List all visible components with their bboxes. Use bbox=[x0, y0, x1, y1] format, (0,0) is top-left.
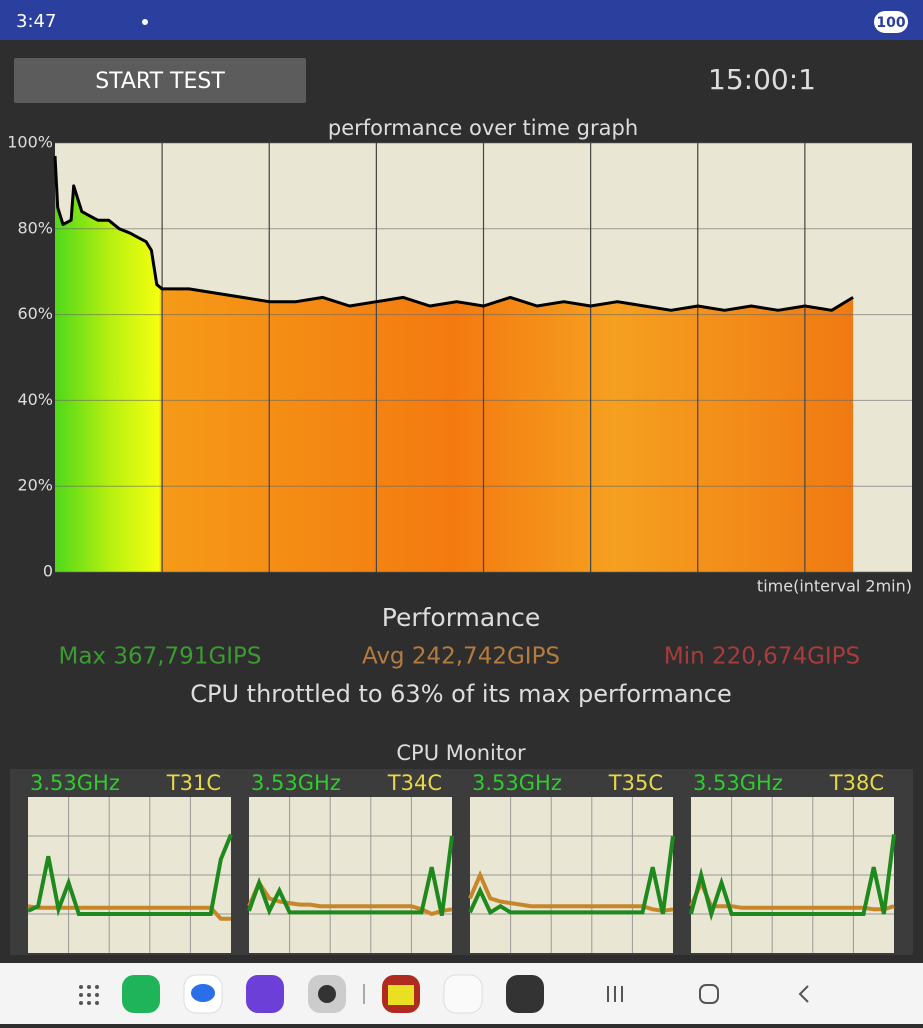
timer: 15:00:1 bbox=[708, 63, 816, 96]
battery-icon bbox=[874, 11, 908, 33]
recents-button[interactable] bbox=[607, 986, 623, 1002]
y-tick-label: 20% bbox=[17, 476, 53, 495]
max-performance: Max 367,791GIPS bbox=[58, 644, 261, 670]
back-button[interactable] bbox=[798, 985, 809, 1003]
cpdt-app[interactable] bbox=[506, 975, 544, 1013]
y-tick-label: 40% bbox=[17, 390, 53, 409]
system-buttons bbox=[607, 984, 809, 1004]
min-performance: Min 220,674GIPS bbox=[664, 644, 860, 670]
audio-app[interactable] bbox=[443, 974, 483, 1014]
y-tick-label: 80% bbox=[17, 218, 53, 237]
throttle-summary: CPU throttled to 63% of its max performa… bbox=[190, 680, 731, 708]
battery-level: 100 bbox=[876, 15, 905, 31]
core-temperature: T34C bbox=[387, 771, 442, 795]
throttle-glyph bbox=[388, 985, 414, 1005]
freq-line bbox=[27, 833, 233, 917]
performance-title: Performance bbox=[382, 603, 540, 632]
y-tick-label: 0 bbox=[43, 562, 53, 581]
y-tick-label: 100% bbox=[7, 133, 53, 152]
graph-title: performance over time graph bbox=[328, 116, 638, 140]
freq-line bbox=[247, 835, 454, 917]
app-icons bbox=[79, 974, 809, 1014]
temp-line bbox=[689, 877, 895, 912]
y-tick-label: 60% bbox=[17, 304, 53, 323]
core-temperature: T31C bbox=[166, 771, 221, 795]
freq-line bbox=[689, 834, 896, 922]
camera-lens bbox=[318, 985, 336, 1003]
temp-line bbox=[27, 904, 231, 921]
cpu-monitor-title: CPU Monitor bbox=[396, 741, 526, 765]
performance-area bbox=[55, 155, 854, 572]
start-button[interactable] bbox=[14, 58, 306, 103]
core-frequency: 3.53GHz bbox=[30, 771, 120, 795]
start-button-label[interactable]: START TEST bbox=[95, 69, 225, 94]
core-frequency: 3.53GHz bbox=[693, 771, 783, 795]
apps-grid-icon[interactable] bbox=[79, 985, 99, 1005]
core-temperature: T35C bbox=[608, 771, 663, 795]
phone-app[interactable] bbox=[122, 975, 160, 1013]
home-button[interactable] bbox=[699, 984, 719, 1004]
messages-glyph bbox=[191, 984, 215, 1002]
status-bar bbox=[0, 0, 923, 40]
status-dot bbox=[142, 19, 148, 25]
performance-line bbox=[53, 155, 854, 312]
clock: 3:47 bbox=[16, 11, 56, 32]
core-frequency: 3.53GHz bbox=[472, 771, 562, 795]
core-frequency: 3.53GHz bbox=[251, 771, 341, 795]
avg-performance: Avg 242,742GIPS bbox=[362, 644, 560, 670]
temp-line bbox=[468, 869, 674, 913]
core-temperature: T38C bbox=[829, 771, 884, 795]
freq-line bbox=[468, 835, 675, 916]
browser-app[interactable] bbox=[246, 975, 284, 1013]
x-axis-label: time(interval 2min) bbox=[757, 577, 912, 596]
